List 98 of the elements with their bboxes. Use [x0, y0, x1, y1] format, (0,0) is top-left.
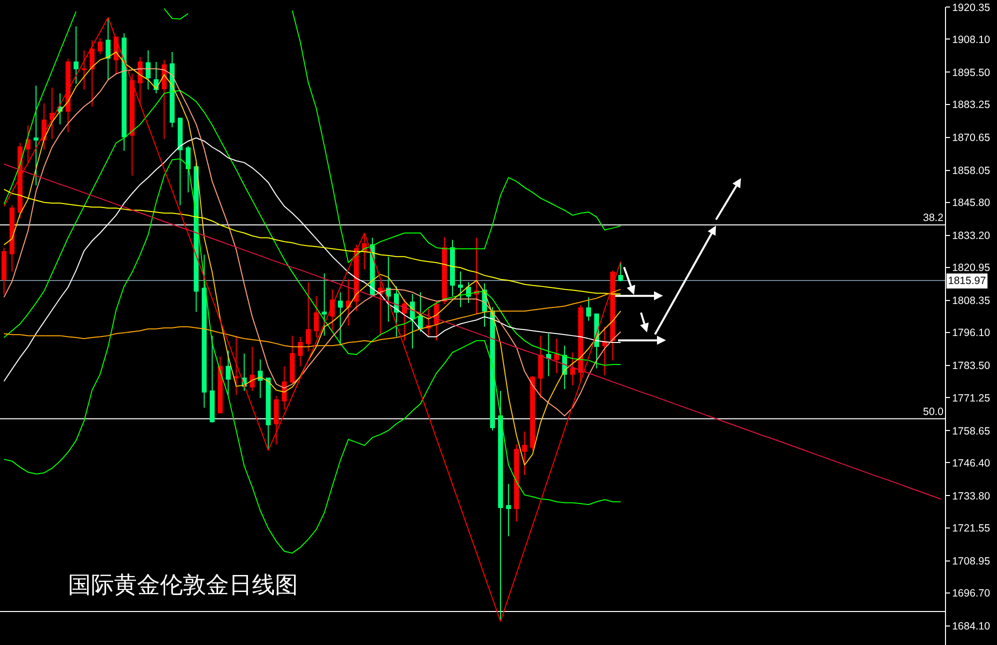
- candlestick: [554, 338, 560, 374]
- candlestick: [82, 50, 87, 90]
- line-series: [4, 288, 622, 348]
- candlestick: [322, 272, 327, 336]
- y-tick-label: 1758.65: [952, 425, 990, 438]
- y-tick-label: 1684.10: [952, 620, 990, 633]
- candlestick: [618, 261, 624, 282]
- line-series: [4, 52, 622, 466]
- candlestick: [226, 350, 231, 396]
- candlestick: [490, 306, 495, 431]
- candlestick: [58, 92, 63, 125]
- candlestick: [538, 335, 544, 399]
- candlestick: [338, 292, 343, 346]
- candlestick: [498, 390, 503, 622]
- candlestick: [418, 292, 423, 332]
- candlestick: [10, 204, 14, 272]
- candlestick: [442, 236, 447, 304]
- y-tick-label: 1721.55: [952, 522, 990, 534]
- candlestick: [34, 85, 38, 186]
- line-series: [4, 90, 622, 366]
- line-series: [4, 188, 622, 295]
- y-tick-label: 1796.10: [952, 327, 990, 340]
- candlestick: [474, 237, 479, 314]
- candlestick: [258, 359, 263, 399]
- candlestick: [410, 294, 415, 350]
- line-series: [4, 16, 622, 622]
- candlestick: [250, 346, 255, 392]
- candlestick: [26, 124, 30, 164]
- candlestick: [106, 16, 111, 80]
- candlestick: [138, 56, 143, 104]
- candlestick: [378, 280, 383, 336]
- y-tick-label: 1920.35: [952, 2, 990, 14]
- candlestick: [282, 366, 287, 410]
- annotation: 38.2: [923, 212, 944, 224]
- candlestick: [2, 247, 6, 295]
- candlestick: [162, 59, 167, 140]
- y-tick-label: 1845.80: [952, 197, 990, 210]
- candlestick: [298, 336, 303, 367]
- candlestick: [450, 239, 455, 297]
- candlestick: [290, 335, 295, 384]
- candlestick: [50, 87, 55, 140]
- y-tick-label: 1696.70: [952, 588, 990, 600]
- candlestick: [578, 304, 584, 382]
- candlestick: [506, 483, 511, 537]
- candlestick: [394, 286, 399, 338]
- y-tick-label: 1746.40: [952, 457, 990, 470]
- candlestick: [178, 118, 183, 206]
- candlestick: [266, 378, 271, 451]
- candlestick: [458, 271, 463, 308]
- candlestick: [130, 73, 135, 176]
- y-tick-label: 1870.65: [952, 132, 990, 144]
- candlestick: [570, 352, 576, 386]
- line-series: [4, 164, 942, 500]
- candlestick: [186, 146, 191, 193]
- candlestick: [42, 102, 47, 150]
- y-tick-label: 1771.25: [952, 392, 990, 404]
- candlestick: [90, 40, 95, 108]
- candlestick: [610, 270, 616, 361]
- candlestick: [602, 326, 608, 376]
- y-tick-label: 1833.20: [952, 230, 990, 242]
- candlestick: [122, 32, 127, 152]
- y-tick-label: 1820.95: [952, 262, 990, 274]
- line-series: [4, 68, 622, 416]
- candlestick: [426, 308, 431, 338]
- y-tick-label: 1858.05: [952, 164, 990, 177]
- candlestick: [330, 288, 335, 332]
- candlestick: [274, 395, 279, 445]
- candlestick: [170, 52, 175, 128]
- y-tick-label: 1783.50: [952, 360, 990, 372]
- candlestick: [98, 38, 103, 55]
- candlestick: [66, 58, 71, 133]
- text: 国际黄金伦敦金日线图: [68, 571, 298, 598]
- candlestick: [514, 444, 520, 522]
- candlestick: [530, 376, 536, 451]
- y-tick-label: 1733.80: [952, 490, 990, 502]
- y-tick-label: 1808.35: [952, 295, 990, 308]
- candlestick: [522, 431, 528, 476]
- annotation: 50.0: [923, 406, 944, 418]
- candlestick: [362, 232, 367, 270]
- candlestick: [586, 296, 592, 322]
- y-tick-label: 1908.10: [952, 34, 990, 46]
- y-tick-label: 1883.25: [952, 98, 990, 111]
- candlestick: [74, 26, 79, 84]
- candlestick: [114, 36, 119, 74]
- candlestick: [306, 282, 311, 352]
- candlestick: [546, 333, 552, 377]
- line-series: [4, 158, 622, 554]
- candlestick: [346, 278, 351, 326]
- candlestick: [386, 256, 391, 322]
- candlestick: [146, 50, 151, 90]
- candlestick: [210, 335, 215, 424]
- candlestick: [314, 296, 319, 338]
- candlestick: [202, 254, 207, 408]
- y-tick-label: 1895.50: [952, 66, 990, 79]
- ref-line-label: 1815.97: [948, 275, 986, 287]
- candlestick: [402, 298, 407, 342]
- candlestick: [234, 335, 239, 396]
- y-tick-label: 1708.95: [952, 555, 990, 568]
